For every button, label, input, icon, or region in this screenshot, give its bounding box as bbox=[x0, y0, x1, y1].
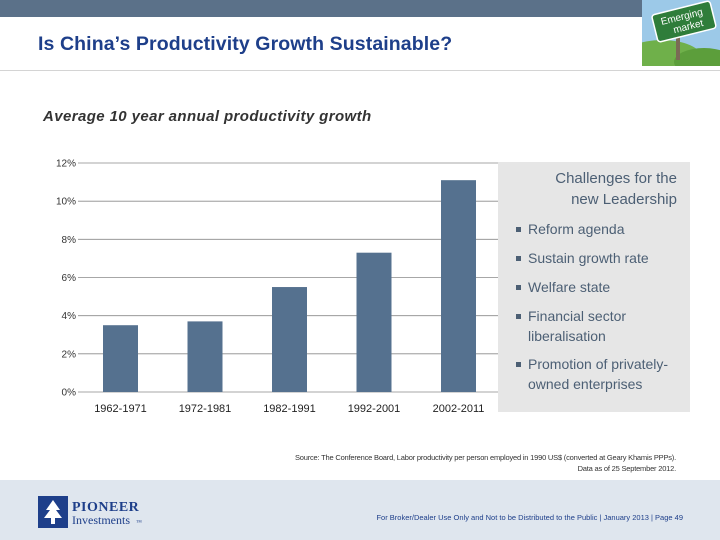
y-tick-label: 0% bbox=[62, 388, 77, 399]
panel-title-line2: new Leadership bbox=[571, 191, 677, 208]
list-item: Promotion of privately-owned enterprises bbox=[516, 354, 688, 394]
y-tick-label: 12% bbox=[56, 159, 76, 170]
tree-icon bbox=[44, 500, 62, 524]
productivity-bar-chart: 0% 2% 4% 6% 8% 10% 12% 1962-1971 1972-1981 1982-… bbox=[56, 159, 498, 415]
chart-bars bbox=[103, 180, 476, 392]
panel-title-line1: Challenges for the bbox=[555, 170, 677, 187]
list-item-text: Sustain growth rate bbox=[528, 250, 649, 266]
bar-1972-1981 bbox=[187, 321, 223, 392]
title-divider bbox=[0, 70, 720, 71]
emerging-market-sign-logo: Emerging market bbox=[642, 0, 720, 66]
chart-x-labels: 1962-1971 1972-1981 1982-1991 1992-2001 2002… bbox=[94, 403, 484, 415]
brand-trademark: ™ bbox=[136, 520, 142, 526]
list-item-text: Promotion of privately-owned enterprises bbox=[528, 356, 669, 392]
bar-1962-1971 bbox=[103, 325, 138, 392]
brand-name: PIONEER bbox=[72, 500, 140, 515]
footer-disclaimer: For Broker/Dealer Use Only and Not to be… bbox=[376, 513, 683, 522]
y-tick-label: 4% bbox=[62, 311, 77, 322]
bullet-icon bbox=[516, 256, 521, 261]
list-item-text: Financial sector liberalisation bbox=[528, 308, 627, 344]
x-tick-label: 2002-2011 bbox=[433, 403, 485, 415]
x-tick-label: 1972-1981 bbox=[179, 403, 232, 415]
source-line1: Source: The Conference Board, Labor prod… bbox=[294, 453, 676, 462]
list-item-text: Reform agenda bbox=[528, 221, 625, 237]
source-line2: Data as of 25 September 2012. bbox=[577, 464, 677, 473]
pioneer-investments-logo: PIONEER Investments ™ bbox=[38, 496, 142, 528]
list-item: Welfare state bbox=[516, 277, 688, 297]
bullet-icon bbox=[516, 227, 521, 232]
source-note: Source: The Conference Board, Labor prod… bbox=[150, 452, 676, 474]
y-tick-label: 10% bbox=[56, 197, 76, 208]
y-tick-label: 8% bbox=[62, 235, 77, 246]
list-item-text: Welfare state bbox=[528, 279, 611, 295]
x-tick-label: 1992-2001 bbox=[348, 403, 401, 415]
top-bar bbox=[0, 0, 720, 17]
list-item: Financial sector liberalisation bbox=[516, 306, 688, 346]
challenges-panel: Challenges for the new Leadership Reform… bbox=[498, 162, 690, 412]
chart-title: Average 10 year annual productivity grow… bbox=[43, 108, 372, 125]
y-tick-label: 6% bbox=[62, 273, 77, 284]
footer: PIONEER Investments ™ For Broker/Dealer … bbox=[0, 480, 720, 540]
y-tick-label: 2% bbox=[62, 349, 77, 360]
x-tick-label: 1982-1991 bbox=[263, 403, 316, 415]
x-tick-label: 1962-1971 bbox=[94, 403, 147, 415]
chart-y-ticks: 0% 2% 4% 6% 8% 10% 12% bbox=[56, 159, 76, 399]
bar-1982-1991 bbox=[272, 287, 307, 392]
bullet-icon bbox=[516, 285, 521, 290]
bar-2002-2011 bbox=[441, 180, 476, 392]
page-title: Is China’s Productivity Growth Sustainab… bbox=[38, 33, 453, 55]
brand-subname: Investments bbox=[72, 513, 130, 527]
bar-1992-2001 bbox=[356, 252, 392, 392]
list-item: Sustain growth rate bbox=[516, 248, 688, 268]
bullet-icon bbox=[516, 314, 521, 319]
bullet-icon bbox=[516, 362, 521, 367]
panel-title: Challenges for the new Leadership bbox=[498, 168, 677, 210]
list-item: Reform agenda bbox=[516, 219, 688, 239]
